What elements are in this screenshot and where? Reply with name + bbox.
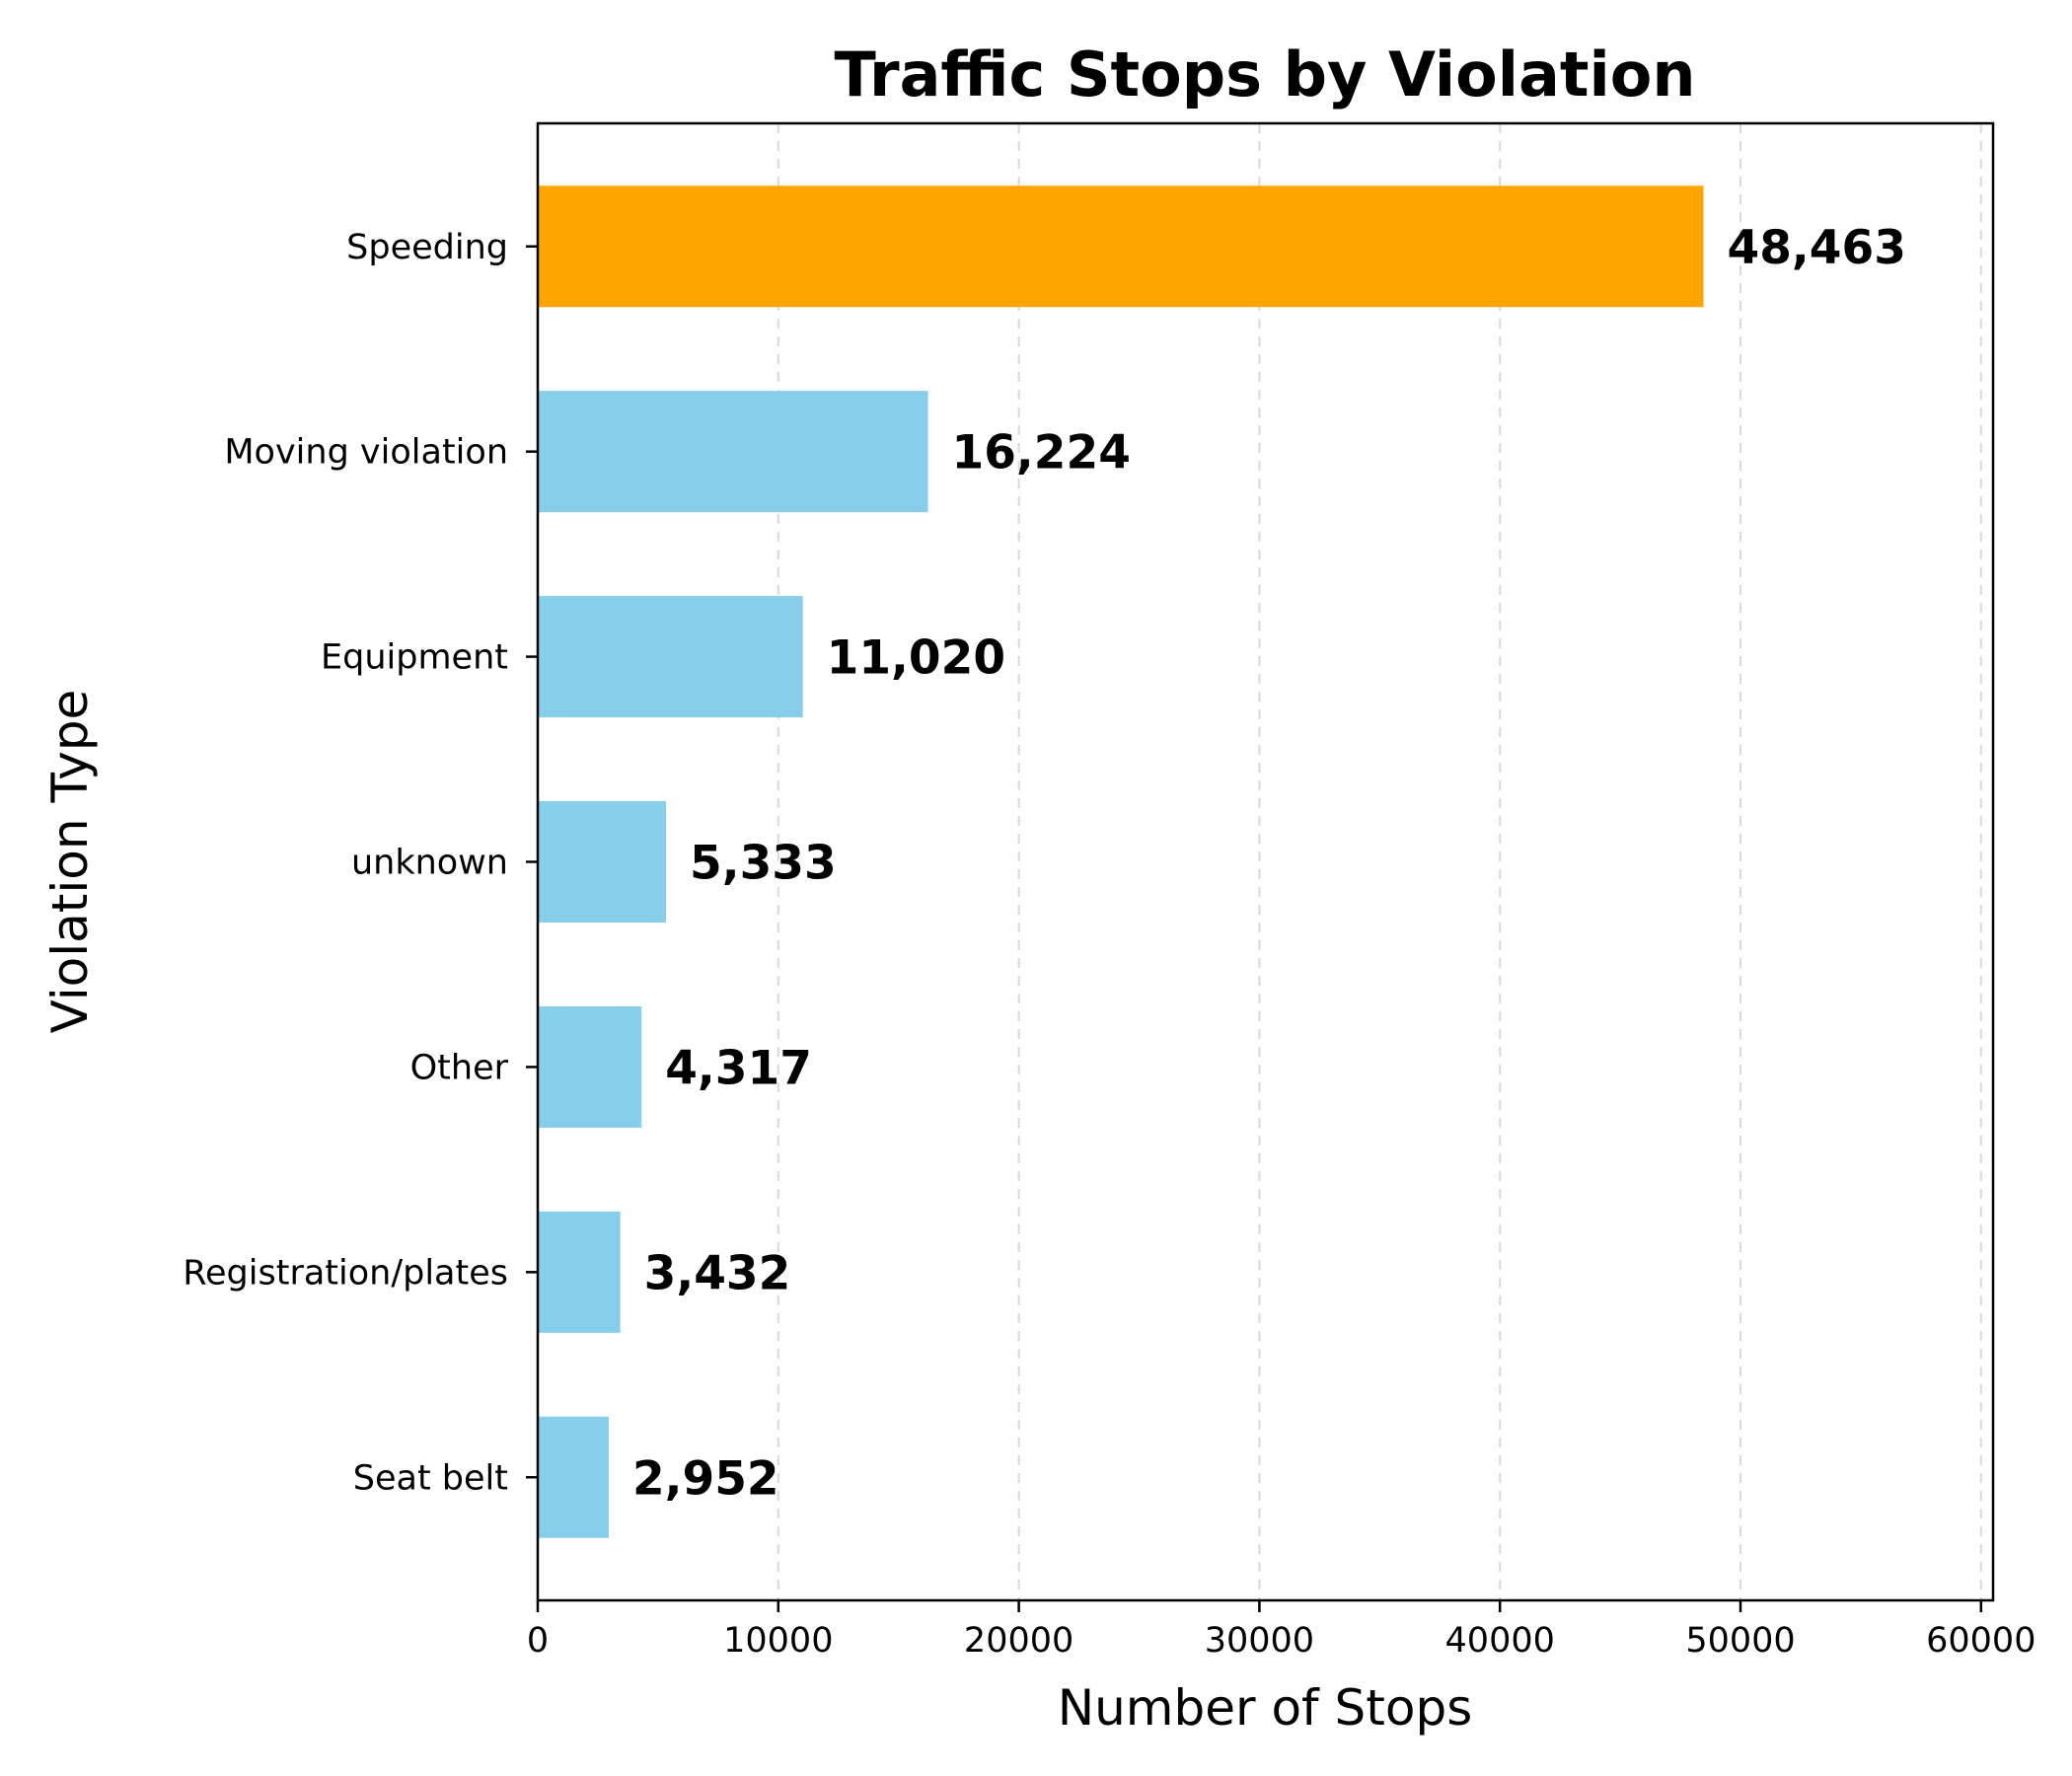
value-label: 4,317 (665, 1041, 812, 1095)
y-tick-label: Speeding (346, 228, 508, 267)
x-tick-label: 50000 (1685, 1621, 1795, 1661)
x-tick-label: 60000 (1926, 1621, 2035, 1661)
y-axis-label: Violation Type (41, 690, 99, 1034)
bar (538, 1416, 609, 1538)
x-tick-label: 30000 (1205, 1621, 1314, 1661)
y-tick-label: Registration/plates (183, 1253, 508, 1293)
chart-title: Traffic Stops by Violation (835, 38, 1696, 111)
bar (538, 185, 1704, 308)
x-tick-label: 10000 (723, 1621, 833, 1661)
bar (538, 596, 803, 718)
bar (538, 801, 667, 923)
value-label: 5,333 (690, 837, 837, 891)
value-label: 11,020 (827, 631, 1005, 686)
value-label: 48,463 (1728, 221, 1906, 275)
y-axis-ticks: Speeding Moving violation Equipment unknown… (183, 228, 538, 1498)
bars (538, 185, 1704, 1538)
x-tick-label: 0 (527, 1621, 549, 1661)
x-axis-label: Number of Stops (1058, 1679, 1473, 1737)
x-tick-label: 20000 (964, 1621, 1073, 1661)
value-labels: 48,463 16,224 11,020 5,333 4,317 3,432 2,952 (632, 221, 1906, 1507)
y-tick-label: unknown (351, 844, 508, 883)
bar (538, 1211, 621, 1333)
y-tick-label: Seat belt (353, 1458, 508, 1498)
x-tick-label: 40000 (1445, 1621, 1555, 1661)
x-axis-ticks: 0 10000 20000 30000 40000 50000 60000 (527, 1600, 2035, 1661)
bar (538, 391, 928, 513)
y-tick-label: Equipment (321, 638, 508, 678)
y-tick-label: Moving violation (224, 433, 508, 473)
value-label: 2,952 (632, 1451, 779, 1506)
bar (538, 1005, 642, 1128)
y-tick-label: Other (410, 1048, 509, 1087)
value-label: 3,432 (644, 1246, 791, 1300)
value-label: 16,224 (952, 426, 1131, 481)
